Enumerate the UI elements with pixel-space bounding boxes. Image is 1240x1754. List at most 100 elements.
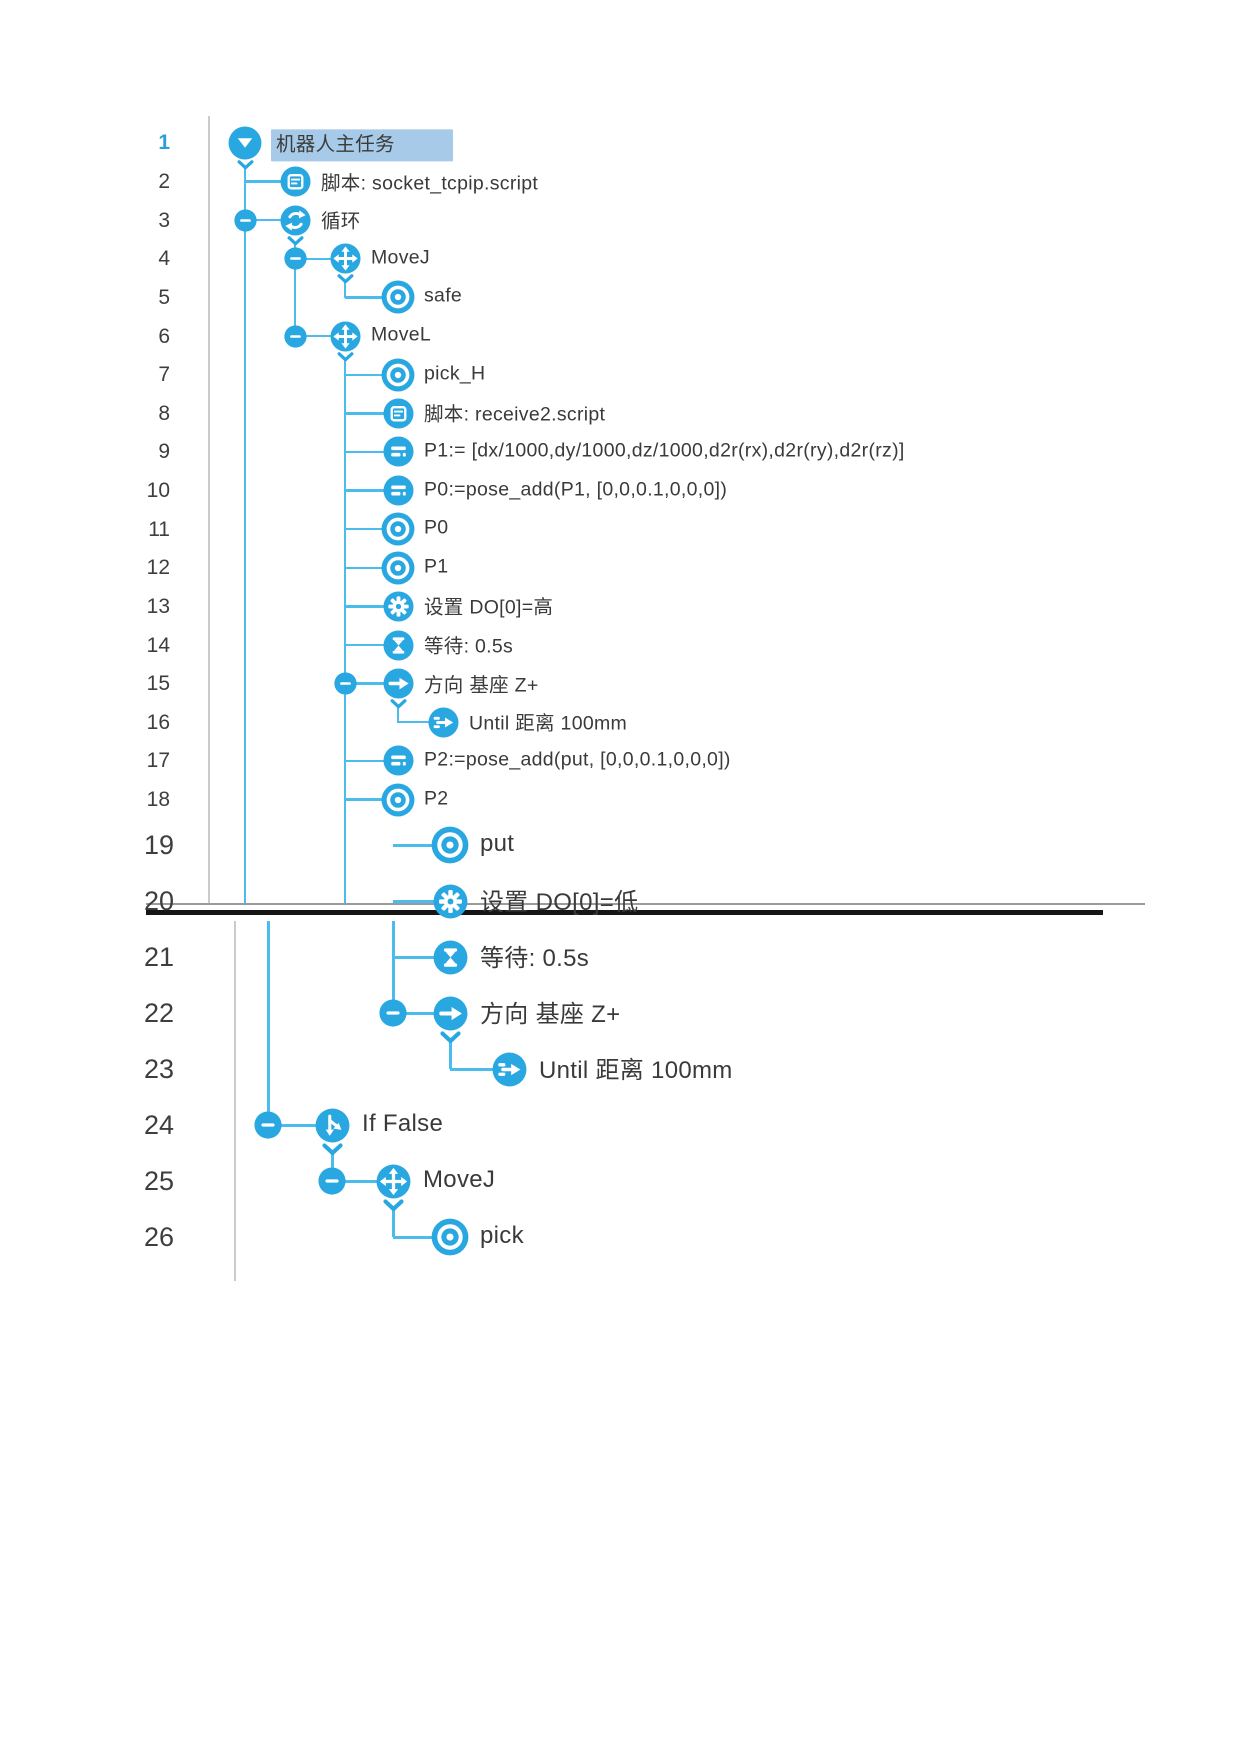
node-icon-wrap [381,358,415,392]
move-icon[interactable] [376,1164,411,1199]
collapse-button[interactable] [379,999,407,1027]
node-label[interactable]: pick_H [424,362,485,385]
node-icon-wrap [376,1164,411,1199]
waypoint-icon[interactable] [381,280,415,314]
node-label[interactable]: 机器人主任务 [271,127,453,162]
direction-icon[interactable] [433,996,468,1031]
collapse-button[interactable] [318,1167,346,1195]
node-label-text: Until 距离 100mm [539,1057,733,1085]
node-label[interactable]: If False [362,1110,443,1138]
node-icon-wrap [433,940,468,975]
node-label[interactable]: 设置 DO[0]=高 [424,591,553,620]
chevron-down-icon [287,235,303,246]
row-number: 12 [146,556,170,580]
node-icon-wrap [279,166,311,197]
node-label[interactable]: put [480,830,514,858]
waypoint-icon[interactable] [381,358,415,392]
node-label-text: Until 距离 100mm [469,712,628,735]
collapse-button[interactable] [283,324,307,348]
node-label[interactable]: 设置 DO[0]=低 [480,882,638,917]
node-label-text: MoveJ [423,1165,496,1193]
collapse-icon [283,247,307,270]
node-label[interactable]: P1 [424,555,448,578]
node-label[interactable]: 循环 [321,205,361,234]
node-label[interactable]: MoveJ [371,246,430,269]
script-icon[interactable] [382,398,414,429]
node-label[interactable]: P2 [424,787,448,810]
collapse-button[interactable] [254,1111,282,1139]
tree-connector-stub [393,1011,450,1015]
node-label-text: 脚本: socket_tcpip.script [321,171,539,194]
node-label[interactable]: safe [424,285,462,308]
collapse-button[interactable] [233,209,257,232]
node-label[interactable]: 脚本: socket_tcpip.script [321,166,538,195]
chevron-down-icon [439,1030,461,1043]
node-icon-wrap [433,884,468,919]
waypoint-icon[interactable] [431,826,469,864]
waypoint-icon[interactable] [381,512,415,546]
main-task-icon[interactable] [228,126,262,160]
node-label[interactable]: MoveJ [423,1166,495,1194]
row-number: 5 [158,285,170,309]
node-label-text: P2 [424,787,449,810]
node-label-text: 方向 基座 Z+ [424,674,539,697]
assign-icon[interactable] [382,475,414,506]
tree-connector-stub [268,1123,332,1127]
until-icon[interactable] [427,707,459,738]
node-label[interactable]: 脚本: receive2.script [424,398,605,427]
hourglass-icon[interactable] [433,940,468,975]
gear-icon[interactable] [433,884,468,919]
loop-icon[interactable] [279,205,311,236]
node-icon-wrap [382,745,414,776]
tree-connector-vertical [391,921,395,1013]
node-label-text: MoveL [371,323,432,346]
node-label[interactable]: MoveL [371,324,431,347]
node-label-text: MoveJ [371,246,430,269]
move-icon[interactable] [329,321,361,352]
node-label[interactable]: 方向 基座 Z+ [480,994,620,1029]
node-label[interactable]: Until 距离 100mm [539,1050,733,1085]
assign-icon[interactable] [382,436,414,467]
row-number: 22 [143,998,174,1029]
node-label[interactable]: P0 [424,517,448,540]
row-number: 21 [143,942,174,973]
node-icon-wrap [329,243,361,274]
tree-connector-stub [345,605,398,608]
node-label[interactable]: pick [480,1222,524,1250]
waypoint-icon[interactable] [431,1218,469,1256]
tree-connector-stub [245,219,295,222]
waypoint-icon[interactable] [381,783,415,817]
node-label[interactable]: 等待: 0.5s [424,629,513,658]
collapse-icon [333,672,357,695]
node-label[interactable]: P2:=pose_add(put, [0,0,0.1,0,0,0]) [424,748,731,771]
gutter-separator [234,921,236,1281]
node-label[interactable]: 方向 基座 Z+ [424,668,539,697]
node-label-text: P0 [424,516,449,539]
tree-connector-stub [345,373,398,376]
collapse-button[interactable] [283,247,307,270]
hourglass-icon[interactable] [382,630,414,661]
node-icon-wrap [382,630,414,661]
chevron-down-icon [382,1198,404,1211]
node-icon-wrap [431,1218,469,1256]
script-icon[interactable] [279,166,311,197]
node-label[interactable]: P0:=pose_add(P1, [0,0,0.1,0,0,0]) [424,478,727,501]
node-label-text: 设置 DO[0]=低 [480,889,639,917]
row-number: 8 [158,401,170,425]
tree-connector-vertical [396,707,400,723]
direction-icon[interactable] [382,668,414,699]
move-icon[interactable] [329,243,361,274]
collapse-button[interactable] [333,672,357,695]
node-label[interactable]: P1:= [dx/1000,dy/1000,dz/1000,d2r(rx),d2… [424,440,905,463]
if-icon[interactable] [315,1108,350,1143]
node-label[interactable]: Until 距离 100mm [469,707,627,736]
node-label[interactable]: 等待: 0.5s [480,938,589,973]
until-icon[interactable] [492,1052,527,1087]
chevron-down-icon [390,699,406,709]
node-icon-wrap [382,398,414,429]
node-icon-wrap [315,1108,350,1143]
node-label-text: 循环 [321,210,361,233]
gear-icon[interactable] [382,591,414,622]
assign-icon[interactable] [382,745,414,776]
waypoint-icon[interactable] [381,551,415,585]
